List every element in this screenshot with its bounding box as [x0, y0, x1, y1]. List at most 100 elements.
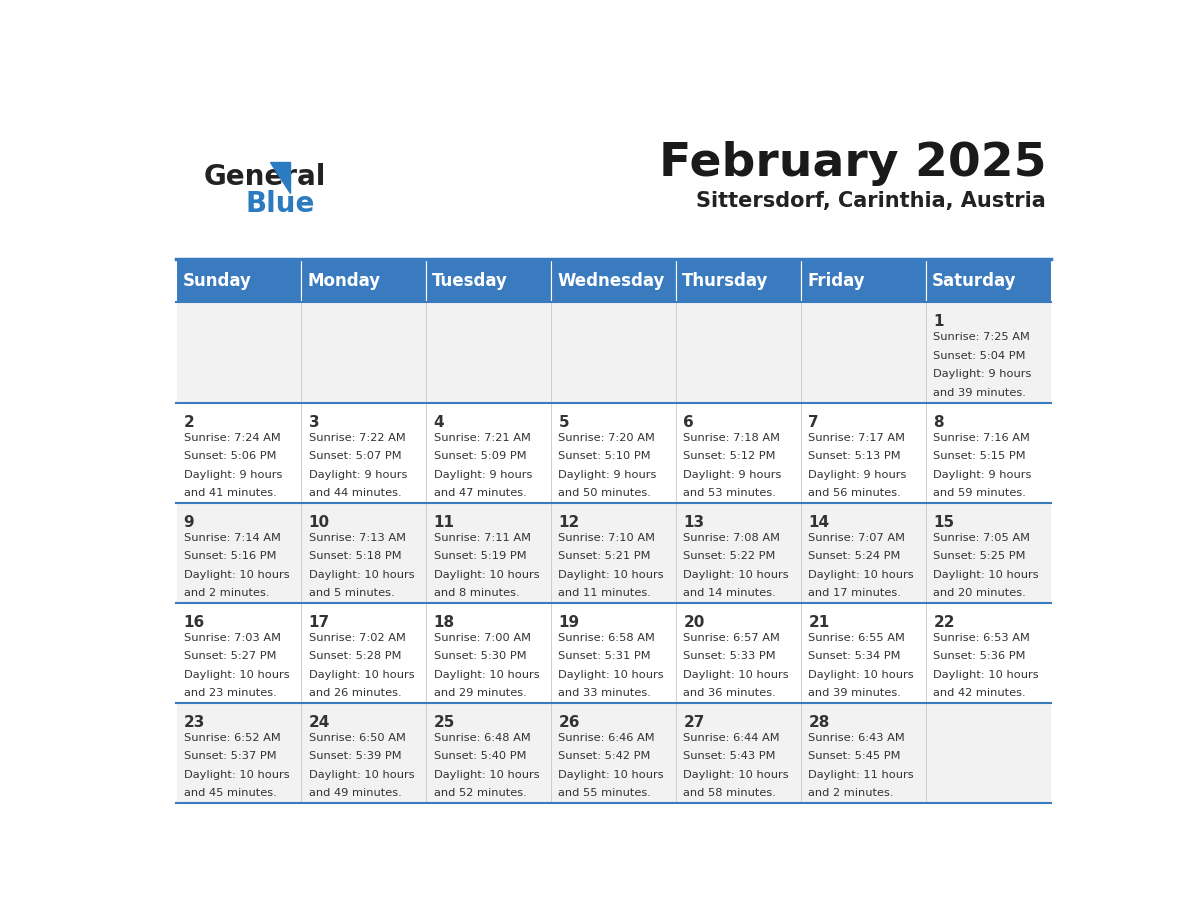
Text: Sunrise: 6:55 AM: Sunrise: 6:55 AM — [808, 633, 905, 643]
Text: Sunday: Sunday — [183, 272, 251, 289]
Text: Daylight: 10 hours: Daylight: 10 hours — [808, 670, 914, 679]
Bar — [801, 503, 925, 603]
Bar — [801, 603, 925, 703]
Bar — [551, 402, 676, 503]
Text: Daylight: 10 hours: Daylight: 10 hours — [184, 570, 289, 579]
Text: Sunset: 5:25 PM: Sunset: 5:25 PM — [934, 551, 1025, 561]
Text: Sunset: 5:19 PM: Sunset: 5:19 PM — [434, 551, 526, 561]
Text: and 2 minutes.: and 2 minutes. — [184, 588, 270, 599]
Text: Daylight: 10 hours: Daylight: 10 hours — [683, 770, 789, 780]
Text: and 47 minutes.: and 47 minutes. — [434, 488, 526, 498]
Text: Sunset: 5:27 PM: Sunset: 5:27 PM — [184, 651, 276, 661]
Text: Sunrise: 6:52 AM: Sunrise: 6:52 AM — [184, 733, 280, 743]
Text: Daylight: 9 hours: Daylight: 9 hours — [309, 470, 407, 479]
Text: Sunset: 5:12 PM: Sunset: 5:12 PM — [683, 451, 776, 461]
Text: Sunrise: 7:22 AM: Sunrise: 7:22 AM — [309, 432, 405, 442]
Text: Sunrise: 7:13 AM: Sunrise: 7:13 AM — [309, 532, 405, 543]
Text: 4: 4 — [434, 415, 444, 430]
Text: and 5 minutes.: and 5 minutes. — [309, 588, 394, 599]
Text: Sunrise: 7:25 AM: Sunrise: 7:25 AM — [934, 332, 1030, 342]
Text: 24: 24 — [309, 715, 330, 730]
Text: Sunset: 5:09 PM: Sunset: 5:09 PM — [434, 451, 526, 461]
Text: 17: 17 — [309, 615, 330, 630]
Text: Daylight: 9 hours: Daylight: 9 hours — [558, 470, 657, 479]
Text: Sunrise: 7:00 AM: Sunrise: 7:00 AM — [434, 633, 531, 643]
Text: 1: 1 — [934, 315, 943, 330]
Text: and 39 minutes.: and 39 minutes. — [934, 388, 1026, 398]
Text: Sunset: 5:34 PM: Sunset: 5:34 PM — [808, 651, 901, 661]
Bar — [925, 302, 1051, 402]
Text: Sunset: 5:40 PM: Sunset: 5:40 PM — [434, 751, 526, 761]
Text: Sunrise: 7:17 AM: Sunrise: 7:17 AM — [808, 432, 905, 442]
Text: Sunrise: 6:43 AM: Sunrise: 6:43 AM — [808, 733, 905, 743]
Text: 14: 14 — [808, 515, 829, 530]
Text: 26: 26 — [558, 715, 580, 730]
Text: Wednesday: Wednesday — [557, 272, 664, 289]
Text: Sunrise: 7:14 AM: Sunrise: 7:14 AM — [184, 532, 280, 543]
Text: 18: 18 — [434, 615, 455, 630]
Text: Sunset: 5:18 PM: Sunset: 5:18 PM — [309, 551, 402, 561]
Text: Sunrise: 7:21 AM: Sunrise: 7:21 AM — [434, 432, 530, 442]
Bar — [301, 503, 426, 603]
Text: Daylight: 10 hours: Daylight: 10 hours — [434, 670, 539, 679]
Bar — [176, 603, 301, 703]
Text: Sunrise: 6:50 AM: Sunrise: 6:50 AM — [309, 733, 405, 743]
Text: and 36 minutes.: and 36 minutes. — [683, 688, 776, 699]
Text: and 52 minutes.: and 52 minutes. — [434, 789, 526, 799]
Text: Sunset: 5:42 PM: Sunset: 5:42 PM — [558, 751, 651, 761]
Text: 27: 27 — [683, 715, 704, 730]
Text: and 41 minutes.: and 41 minutes. — [184, 488, 277, 498]
Bar — [801, 703, 925, 803]
Text: Daylight: 9 hours: Daylight: 9 hours — [934, 470, 1031, 479]
Bar — [676, 259, 801, 302]
Text: Daylight: 10 hours: Daylight: 10 hours — [808, 570, 914, 579]
Text: Sunset: 5:04 PM: Sunset: 5:04 PM — [934, 351, 1025, 361]
Bar — [551, 603, 676, 703]
Text: Sunset: 5:22 PM: Sunset: 5:22 PM — [683, 551, 776, 561]
Bar — [551, 703, 676, 803]
Text: Sittersdorf, Carinthia, Austria: Sittersdorf, Carinthia, Austria — [696, 191, 1047, 210]
Text: Daylight: 10 hours: Daylight: 10 hours — [434, 570, 539, 579]
Text: and 26 minutes.: and 26 minutes. — [309, 688, 402, 699]
Text: and 56 minutes.: and 56 minutes. — [808, 488, 902, 498]
Bar — [176, 259, 301, 302]
Bar — [801, 259, 925, 302]
Bar — [925, 603, 1051, 703]
Text: February 2025: February 2025 — [658, 140, 1047, 185]
Text: 21: 21 — [808, 615, 829, 630]
Bar — [301, 402, 426, 503]
Text: Sunrise: 7:02 AM: Sunrise: 7:02 AM — [309, 633, 405, 643]
Bar — [176, 503, 301, 603]
Bar — [426, 503, 551, 603]
Bar — [426, 302, 551, 402]
Text: Daylight: 10 hours: Daylight: 10 hours — [309, 770, 415, 780]
Text: 12: 12 — [558, 515, 580, 530]
Bar — [176, 703, 301, 803]
Text: Sunset: 5:45 PM: Sunset: 5:45 PM — [808, 751, 901, 761]
Text: Sunrise: 7:03 AM: Sunrise: 7:03 AM — [184, 633, 280, 643]
Text: Sunrise: 7:11 AM: Sunrise: 7:11 AM — [434, 532, 531, 543]
Text: Daylight: 10 hours: Daylight: 10 hours — [934, 670, 1040, 679]
Text: Daylight: 9 hours: Daylight: 9 hours — [184, 470, 282, 479]
Text: 22: 22 — [934, 615, 955, 630]
Text: Thursday: Thursday — [682, 272, 769, 289]
Text: Sunset: 5:36 PM: Sunset: 5:36 PM — [934, 651, 1025, 661]
Text: Daylight: 9 hours: Daylight: 9 hours — [934, 369, 1031, 379]
Bar — [676, 302, 801, 402]
Bar — [176, 302, 301, 402]
Bar — [301, 703, 426, 803]
Bar — [676, 703, 801, 803]
Polygon shape — [270, 162, 290, 193]
Text: Sunrise: 7:24 AM: Sunrise: 7:24 AM — [184, 432, 280, 442]
Text: Sunset: 5:28 PM: Sunset: 5:28 PM — [309, 651, 402, 661]
Bar — [301, 302, 426, 402]
Text: Sunset: 5:24 PM: Sunset: 5:24 PM — [808, 551, 901, 561]
Text: Daylight: 9 hours: Daylight: 9 hours — [683, 470, 782, 479]
Text: Sunset: 5:21 PM: Sunset: 5:21 PM — [558, 551, 651, 561]
Text: Sunrise: 7:05 AM: Sunrise: 7:05 AM — [934, 532, 1030, 543]
Text: Sunrise: 6:46 AM: Sunrise: 6:46 AM — [558, 733, 655, 743]
Text: Blue: Blue — [245, 190, 315, 218]
Text: Monday: Monday — [308, 272, 380, 289]
Text: Sunrise: 7:08 AM: Sunrise: 7:08 AM — [683, 532, 781, 543]
Text: Sunrise: 7:10 AM: Sunrise: 7:10 AM — [558, 532, 656, 543]
